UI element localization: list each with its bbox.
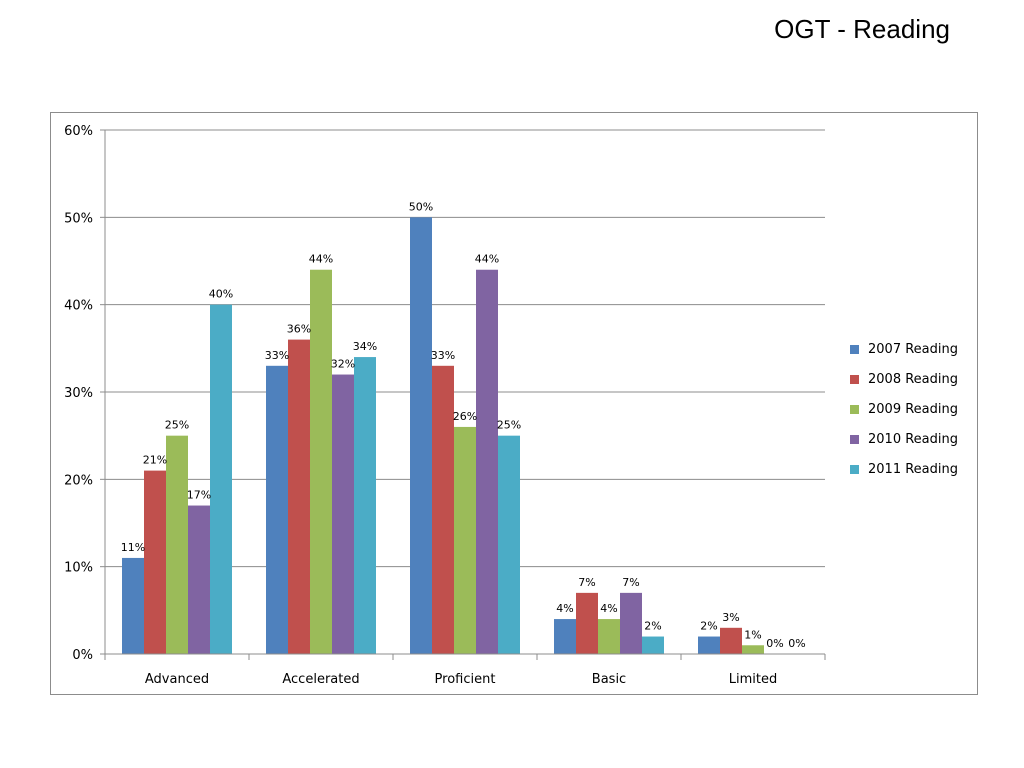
legend-swatch xyxy=(850,404,859,414)
data-label: 3% xyxy=(722,611,739,624)
bar xyxy=(698,636,720,654)
legend-label: 2007 Reading xyxy=(868,341,958,357)
data-label: 34% xyxy=(353,340,377,353)
legend-item: 2007 Reading xyxy=(850,334,980,364)
bar xyxy=(498,435,520,654)
y-tick-label: 40% xyxy=(64,299,93,314)
y-tick-label: 0% xyxy=(72,648,93,663)
legend-swatch xyxy=(850,374,859,384)
bar xyxy=(720,627,742,654)
bar xyxy=(598,619,620,654)
data-label: 4% xyxy=(600,602,617,615)
bar xyxy=(620,592,642,654)
y-tick-label: 20% xyxy=(64,473,93,488)
data-label: 32% xyxy=(331,358,355,371)
x-tick-label: Limited xyxy=(729,672,777,687)
data-label: 7% xyxy=(578,576,595,589)
bar xyxy=(166,435,188,654)
bar xyxy=(266,365,288,654)
slide-title: OGT - Reading xyxy=(774,14,950,44)
bar xyxy=(454,426,476,654)
x-tick-label: Proficient xyxy=(435,672,496,687)
y-tick-label: 30% xyxy=(64,386,93,401)
bar xyxy=(288,339,310,654)
x-tick-label: Basic xyxy=(592,672,626,687)
bar xyxy=(332,374,354,654)
legend-swatch xyxy=(850,344,859,354)
bar xyxy=(642,636,664,654)
data-label: 0% xyxy=(788,637,805,650)
data-label: 17% xyxy=(187,489,211,502)
legend-label: 2009 Reading xyxy=(868,401,958,417)
data-label: 26% xyxy=(453,410,477,423)
data-labels: 11% 33% 50% 4% 2% 21% 36% 33% 7% 3% 25% 44% 26% 4% 1% 1… xyxy=(121,200,806,650)
bar xyxy=(432,365,454,654)
axes: 0% 10% 20% 30% 40% 50% 60% Advanced Accelerated P… xyxy=(64,124,826,687)
bar xyxy=(476,269,498,654)
bar xyxy=(354,357,376,654)
bar xyxy=(576,592,598,654)
x-tick-label: Advanced xyxy=(145,672,209,687)
x-tick-label: Accelerated xyxy=(282,672,359,687)
data-label: 33% xyxy=(265,349,289,362)
bars xyxy=(122,217,764,655)
data-label: 44% xyxy=(475,253,499,266)
data-label: 25% xyxy=(165,419,189,432)
bar xyxy=(122,557,144,654)
bar xyxy=(144,470,166,654)
legend-label: 2010 Reading xyxy=(868,431,958,447)
data-label: 11% xyxy=(121,541,145,554)
data-label: 50% xyxy=(409,200,433,213)
legend-label: 2011 Reading xyxy=(868,461,958,477)
y-tick-label: 10% xyxy=(64,561,93,576)
data-label: 2% xyxy=(700,620,717,633)
legend-item: 2010 Reading xyxy=(850,424,980,454)
data-label: 21% xyxy=(143,454,167,467)
legend-item: 2009 Reading xyxy=(850,394,980,424)
y-tick-label: 60% xyxy=(64,124,93,139)
data-label: 0% xyxy=(766,637,783,650)
data-label: 33% xyxy=(431,349,455,362)
bar xyxy=(210,304,232,654)
data-label: 40% xyxy=(209,288,233,301)
data-label: 44% xyxy=(309,253,333,266)
legend-item: 2008 Reading xyxy=(850,364,980,394)
data-label: 4% xyxy=(556,602,573,615)
legend-item: 2011 Reading xyxy=(850,454,980,484)
bar xyxy=(554,619,576,654)
legend-swatch xyxy=(850,434,859,444)
data-label: 2% xyxy=(644,620,661,633)
bar xyxy=(742,645,764,654)
data-label: 36% xyxy=(287,323,311,336)
bar xyxy=(188,505,210,654)
data-label: 7% xyxy=(622,576,639,589)
bar xyxy=(310,269,332,654)
chart-legend: 2007 Reading 2008 Reading 2009 Reading 2010… xyxy=(850,334,980,484)
data-label: 25% xyxy=(497,419,521,432)
bar xyxy=(410,217,432,655)
legend-label: 2008 Reading xyxy=(868,371,958,387)
y-tick-label: 50% xyxy=(64,211,93,226)
data-label: 1% xyxy=(744,628,761,641)
legend-swatch xyxy=(850,464,859,474)
